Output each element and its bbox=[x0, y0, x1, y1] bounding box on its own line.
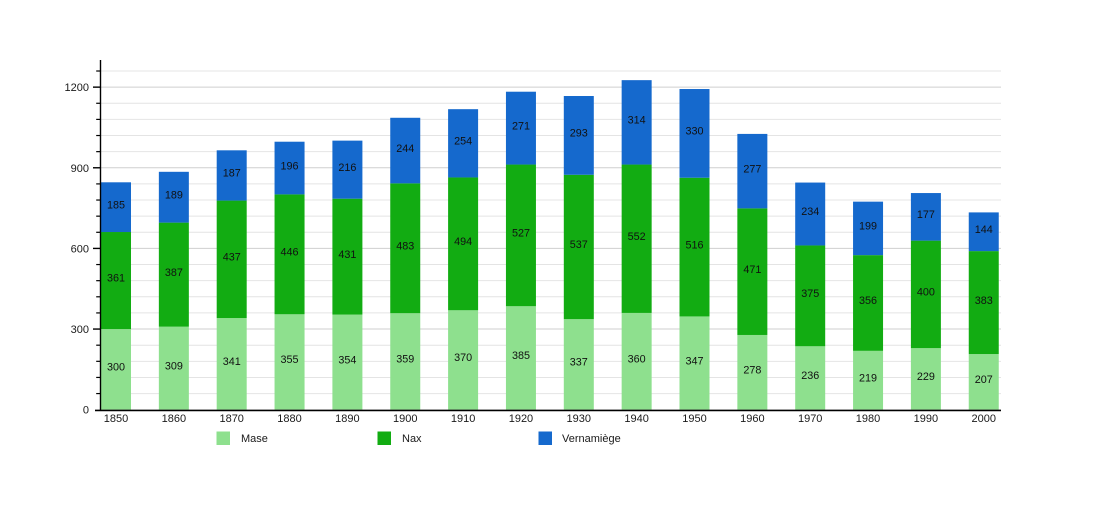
svg-text:187: 187 bbox=[223, 168, 241, 180]
svg-text:196: 196 bbox=[281, 160, 299, 172]
svg-text:314: 314 bbox=[628, 115, 646, 127]
svg-text:0: 0 bbox=[83, 405, 89, 417]
svg-text:387: 387 bbox=[165, 267, 183, 279]
svg-text:1850: 1850 bbox=[104, 413, 128, 425]
svg-text:1890: 1890 bbox=[335, 413, 359, 425]
svg-text:355: 355 bbox=[281, 354, 299, 366]
svg-text:293: 293 bbox=[570, 128, 588, 140]
svg-text:516: 516 bbox=[685, 239, 703, 251]
svg-text:254: 254 bbox=[454, 136, 472, 148]
svg-text:1880: 1880 bbox=[277, 413, 301, 425]
svg-text:375: 375 bbox=[801, 288, 819, 300]
svg-text:600: 600 bbox=[71, 243, 89, 255]
svg-text:1900: 1900 bbox=[393, 413, 417, 425]
svg-text:354: 354 bbox=[338, 354, 356, 366]
svg-text:199: 199 bbox=[859, 221, 877, 233]
svg-text:278: 278 bbox=[743, 365, 761, 377]
svg-text:207: 207 bbox=[975, 374, 993, 386]
svg-text:1910: 1910 bbox=[451, 413, 475, 425]
svg-text:1930: 1930 bbox=[567, 413, 591, 425]
svg-text:431: 431 bbox=[338, 249, 356, 261]
svg-text:1960: 1960 bbox=[740, 413, 764, 425]
svg-text:300: 300 bbox=[71, 324, 89, 336]
svg-text:216: 216 bbox=[338, 162, 356, 174]
svg-text:185: 185 bbox=[107, 199, 125, 211]
svg-text:2000: 2000 bbox=[972, 413, 996, 425]
svg-text:1970: 1970 bbox=[798, 413, 822, 425]
svg-text:383: 383 bbox=[975, 295, 993, 307]
svg-text:177: 177 bbox=[917, 209, 935, 221]
svg-text:1940: 1940 bbox=[624, 413, 648, 425]
svg-text:229: 229 bbox=[917, 371, 935, 383]
svg-text:1920: 1920 bbox=[509, 413, 533, 425]
svg-text:337: 337 bbox=[570, 357, 588, 369]
svg-text:236: 236 bbox=[801, 370, 819, 382]
svg-text:361: 361 bbox=[107, 273, 125, 285]
svg-text:471: 471 bbox=[743, 264, 761, 276]
svg-text:385: 385 bbox=[512, 350, 530, 362]
svg-text:446: 446 bbox=[281, 247, 299, 259]
svg-text:1950: 1950 bbox=[682, 413, 706, 425]
svg-text:277: 277 bbox=[743, 163, 761, 175]
svg-text:437: 437 bbox=[223, 252, 241, 264]
svg-text:300: 300 bbox=[107, 362, 125, 374]
svg-text:244: 244 bbox=[396, 143, 414, 155]
svg-text:527: 527 bbox=[512, 228, 530, 240]
svg-text:219: 219 bbox=[859, 372, 877, 384]
svg-text:Mase: Mase bbox=[241, 433, 268, 445]
svg-text:309: 309 bbox=[165, 360, 183, 372]
svg-text:1860: 1860 bbox=[162, 413, 186, 425]
svg-text:552: 552 bbox=[628, 231, 646, 243]
svg-text:360: 360 bbox=[628, 354, 646, 366]
svg-text:347: 347 bbox=[685, 355, 703, 367]
svg-text:370: 370 bbox=[454, 352, 472, 364]
svg-text:483: 483 bbox=[396, 240, 414, 252]
svg-text:189: 189 bbox=[165, 189, 183, 201]
svg-text:271: 271 bbox=[512, 120, 530, 132]
svg-text:330: 330 bbox=[685, 126, 703, 138]
svg-text:1990: 1990 bbox=[914, 413, 938, 425]
svg-text:494: 494 bbox=[454, 236, 472, 248]
svg-text:359: 359 bbox=[396, 354, 414, 366]
svg-text:341: 341 bbox=[223, 356, 241, 368]
svg-text:234: 234 bbox=[801, 206, 819, 218]
svg-text:Vernamiège: Vernamiège bbox=[562, 433, 621, 445]
svg-text:400: 400 bbox=[917, 287, 935, 299]
svg-text:537: 537 bbox=[570, 239, 588, 251]
svg-text:144: 144 bbox=[975, 224, 993, 236]
svg-text:356: 356 bbox=[859, 295, 877, 307]
svg-text:Nax: Nax bbox=[402, 433, 422, 445]
svg-text:900: 900 bbox=[71, 163, 89, 175]
svg-text:1200: 1200 bbox=[65, 82, 89, 94]
svg-text:1870: 1870 bbox=[219, 413, 243, 425]
svg-text:1980: 1980 bbox=[856, 413, 880, 425]
